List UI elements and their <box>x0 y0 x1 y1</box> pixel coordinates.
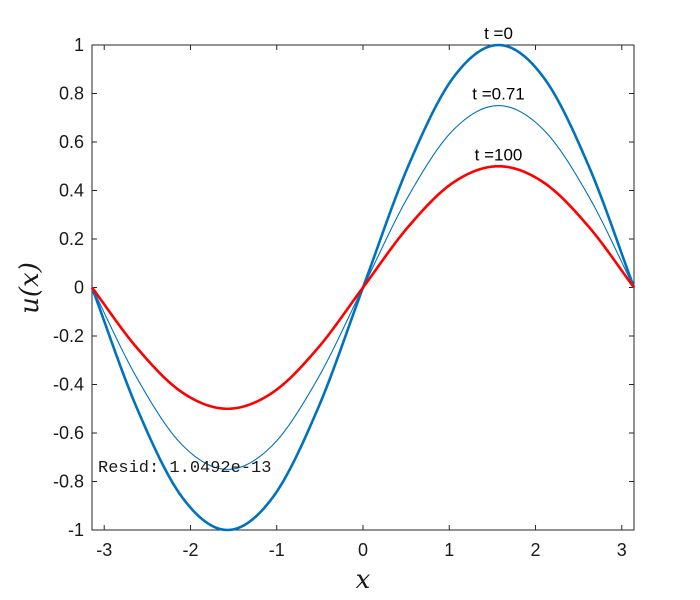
y-tick-label: -0.6 <box>53 423 84 443</box>
y-tick-label: 0.8 <box>59 84 84 104</box>
x-axis-label: x <box>356 565 371 595</box>
curve-label: t =0 <box>484 24 513 43</box>
resid-text: Resid: 1.0492e-13 <box>98 459 271 478</box>
annotations: t =0 t =0.71 t =100 <box>472 24 524 164</box>
x-tick-label: 0 <box>358 540 368 560</box>
series-lines <box>90 43 636 532</box>
y-tick-label: 0.6 <box>59 132 84 152</box>
x-tick-label: -1 <box>269 540 285 560</box>
y-tick-label: 0.2 <box>59 229 84 249</box>
x-tick-labels: -3 -2 -1 0 1 2 3 <box>96 540 627 560</box>
y-tick-labels: -1 -0.8 -0.6 -0.4 -0.2 0 0.2 0.4 0.6 0.8 1 <box>53 35 84 540</box>
y-tick-label: -1 <box>68 520 84 540</box>
y-tick-label: 0 <box>74 278 84 298</box>
curve-label: t =100 <box>475 145 523 164</box>
x-tick-label: -2 <box>182 540 198 560</box>
x-tick-label: -3 <box>96 540 112 560</box>
y-tick-label: 0.4 <box>59 181 84 201</box>
y-axis-label: u(x) <box>15 262 45 314</box>
series-line-2 <box>90 164 636 411</box>
curve-label: t =0.71 <box>472 85 524 104</box>
x-tick-label: 1 <box>444 540 454 560</box>
y-tick-label: -0.8 <box>53 472 84 492</box>
x-tick-label: 2 <box>531 540 541 560</box>
y-tick-label: 1 <box>74 35 84 55</box>
y-tick-label: -0.4 <box>53 375 84 395</box>
tick-marks <box>92 44 634 531</box>
x-tick-label: 3 <box>617 540 627 560</box>
y-tick-label: -0.2 <box>53 326 84 346</box>
